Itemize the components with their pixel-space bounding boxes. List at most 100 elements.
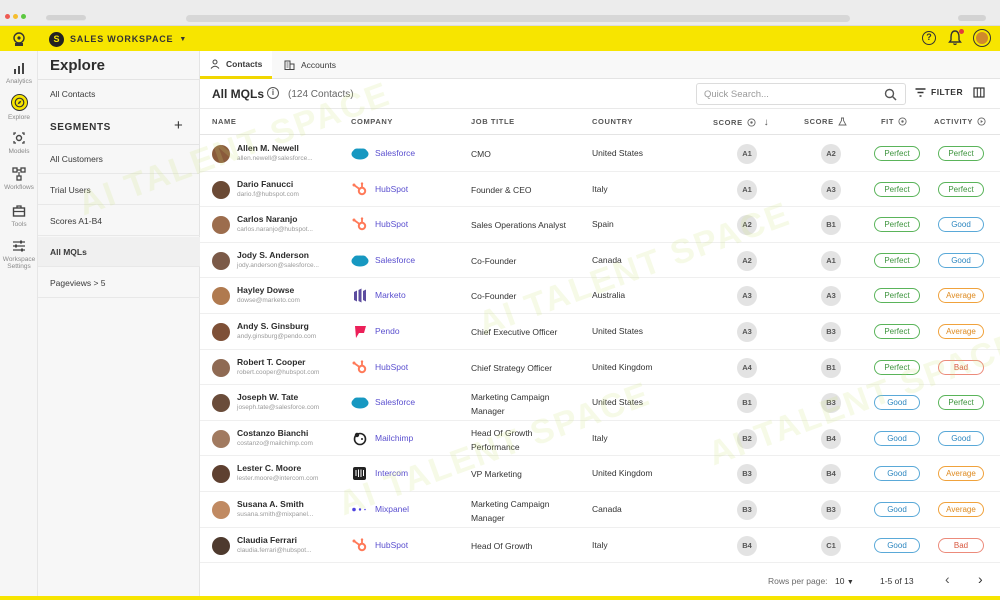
contact-name[interactable]: Dario Fanucci: [237, 178, 294, 189]
table-row[interactable]: Joseph W. Tate joseph.tate@salesforce.com…: [200, 385, 1000, 421]
table-row[interactable]: Allen M. Newell allen.newell@salesforce..…: [200, 136, 1000, 172]
top-bar: S SALES WORKSPACE ▼ ?: [0, 26, 1000, 51]
segment-item[interactable]: Trial Users: [38, 175, 200, 205]
column-header-activity[interactable]: ACTIVITY: [934, 117, 986, 126]
company-link[interactable]: Marketo: [375, 290, 406, 301]
score-badge-2: B1: [821, 357, 841, 378]
app-logo-icon[interactable]: [10, 30, 28, 48]
score-badge-2: C1: [821, 535, 841, 556]
rail-explore[interactable]: Explore: [0, 94, 38, 121]
all-contacts-link[interactable]: All Contacts: [38, 79, 200, 109]
rail-models[interactable]: Models: [0, 131, 38, 155]
close-window-dot[interactable]: [5, 14, 10, 19]
sort-arrow-down-icon[interactable]: ↓: [763, 117, 770, 128]
contact-name[interactable]: Robert T. Cooper: [237, 356, 306, 367]
contact-name[interactable]: Andy S. Ginsburg: [237, 321, 309, 331]
table-row[interactable]: Hayley Dowse dowse@marketo.com Marketo Co-F…: [200, 278, 1000, 314]
company-link[interactable]: Salesforce: [375, 148, 416, 158]
contact-name[interactable]: Lester C. Moore: [237, 463, 302, 474]
add-segment-plus-icon[interactable]: +: [174, 117, 183, 134]
segment-item[interactable]: All Customers: [38, 144, 200, 174]
contact-name[interactable]: Susana A. Smith: [237, 499, 304, 509]
country: United States: [592, 326, 644, 336]
table-row[interactable]: Dario Fanucci dario.f@hubspot.com HubSpot F…: [200, 172, 1000, 208]
company-link[interactable]: HubSpot: [375, 219, 409, 230]
column-header-score[interactable]: SCORE ↓: [713, 117, 769, 128]
company-link[interactable]: Mixpanel: [375, 504, 410, 514]
company-link[interactable]: Salesforce: [375, 254, 416, 265]
company-link[interactable]: Intercom: [375, 468, 409, 479]
column-header-country[interactable]: COUNTRY: [592, 117, 633, 126]
table-row[interactable]: Lester C. Moore lester.moore@intercom.com…: [200, 456, 1000, 492]
column-header-company[interactable]: COMPANY: [351, 117, 393, 126]
maximize-window-dot[interactable]: [21, 14, 26, 19]
company-logo-icon: [351, 217, 369, 232]
contact-name[interactable]: Carlos Naranjo: [237, 214, 298, 225]
activity-badge: Perfect: [938, 395, 984, 411]
page-range: 1-5 of 13: [880, 576, 914, 586]
next-page-chevron-icon[interactable]: ›: [978, 571, 983, 587]
company-link[interactable]: HubSpot: [375, 539, 409, 550]
rail-analytics[interactable]: Analytics: [0, 61, 38, 85]
table-row[interactable]: Robert T. Cooper robert.cooper@hubspot.co…: [200, 350, 1000, 386]
contact-name[interactable]: Hayley Dowse: [237, 285, 295, 296]
contact-avatar: [212, 358, 230, 377]
rail-workflows[interactable]: Workflows: [0, 167, 38, 191]
segment-item[interactable]: Scores A1-B4: [38, 206, 200, 236]
column-header-job-title[interactable]: JOB TITLE: [471, 117, 515, 126]
contact-name[interactable]: Jody S. Anderson: [237, 249, 309, 260]
minimize-window-dot[interactable]: [13, 14, 18, 19]
address-bar[interactable]: [186, 15, 850, 22]
search-icon[interactable]: [884, 88, 897, 101]
info-icon[interactable]: i: [267, 87, 279, 99]
company-link[interactable]: Mailchimp: [375, 432, 414, 443]
filter-button[interactable]: FILTER: [915, 87, 963, 97]
column-header-score-2[interactable]: SCORE: [804, 117, 847, 126]
tab-accounts[interactable]: Accounts: [274, 51, 346, 79]
activity-badge: Average: [938, 288, 984, 304]
contact-name[interactable]: Allen M. Newell: [237, 143, 299, 153]
contact-avatar: [212, 145, 230, 163]
divider: [38, 144, 200, 145]
company-logo-icon: [351, 431, 369, 446]
user-avatar[interactable]: [974, 30, 990, 46]
columns-icon[interactable]: [973, 87, 985, 98]
rail-tools[interactable]: Tools: [0, 204, 38, 228]
segment-item-active[interactable]: All MQLs: [38, 237, 200, 267]
notification-bell-icon[interactable]: [948, 29, 964, 46]
chevron-down-icon: ▼: [179, 35, 187, 43]
search-input[interactable]: [697, 84, 877, 104]
company-link[interactable]: Salesforce: [375, 397, 416, 408]
person-icon: [210, 59, 220, 69]
table-row[interactable]: Costanzo Bianchi costanzo@mailchimp.com Ma…: [200, 421, 1000, 457]
tab-contacts[interactable]: Contacts: [200, 51, 273, 79]
table-row[interactable]: Jody S. Anderson jody.anderson@salesforce…: [200, 243, 1000, 279]
browser-chrome: [0, 0, 1000, 26]
company-link[interactable]: Pendo: [375, 326, 400, 336]
score-badge: B3: [737, 500, 757, 520]
score-badge: A1: [737, 179, 757, 200]
table-row[interactable]: Carlos Naranjo carlos.naranjo@hubspot... H…: [200, 207, 1000, 243]
company-link[interactable]: HubSpot: [375, 183, 409, 194]
column-header-fit[interactable]: FIT: [881, 117, 907, 126]
job-title: Head Of Growth Performance: [471, 427, 533, 452]
quick-search: [696, 83, 906, 105]
previous-page-chevron-icon[interactable]: ‹: [945, 571, 950, 587]
play-circle-icon: [977, 117, 986, 126]
column-header-name[interactable]: NAME: [212, 117, 236, 126]
workspace-selector[interactable]: S SALES WORKSPACE ▼: [49, 30, 186, 48]
table-row[interactable]: Claudia Ferrari claudia.ferrari@hubspot..…: [200, 528, 1000, 564]
contact-name[interactable]: Costanzo Bianchi: [237, 427, 309, 438]
help-icon[interactable]: ?: [922, 31, 936, 45]
rail-workspace-settings[interactable]: Workspace Settings: [0, 239, 38, 270]
table-row[interactable]: Susana A. Smith susana.smith@mixpanel... M…: [200, 492, 1000, 528]
country: Italy: [592, 539, 608, 550]
contact-name[interactable]: Joseph W. Tate: [237, 392, 299, 403]
rows-per-page-select[interactable]: 10 ▼: [835, 576, 854, 586]
segment-item[interactable]: Pageviews > 5: [38, 268, 200, 298]
score-badge-2: A3: [821, 286, 841, 307]
fit-badge: Good: [874, 466, 920, 482]
company-link[interactable]: HubSpot: [375, 361, 409, 372]
table-row[interactable]: Andy S. Ginsburg andy.ginsburg@pendo.com P…: [200, 314, 1000, 350]
contact-name[interactable]: Claudia Ferrari: [237, 534, 297, 545]
